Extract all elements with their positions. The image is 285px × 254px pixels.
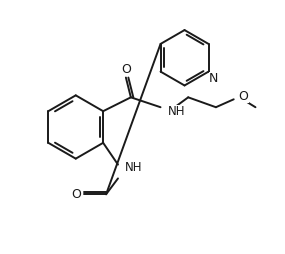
Text: NH: NH xyxy=(167,105,185,118)
Text: O: O xyxy=(239,90,249,103)
Text: NH: NH xyxy=(125,161,142,174)
Text: O: O xyxy=(121,63,131,76)
Text: N: N xyxy=(209,72,218,85)
Text: O: O xyxy=(72,188,82,201)
